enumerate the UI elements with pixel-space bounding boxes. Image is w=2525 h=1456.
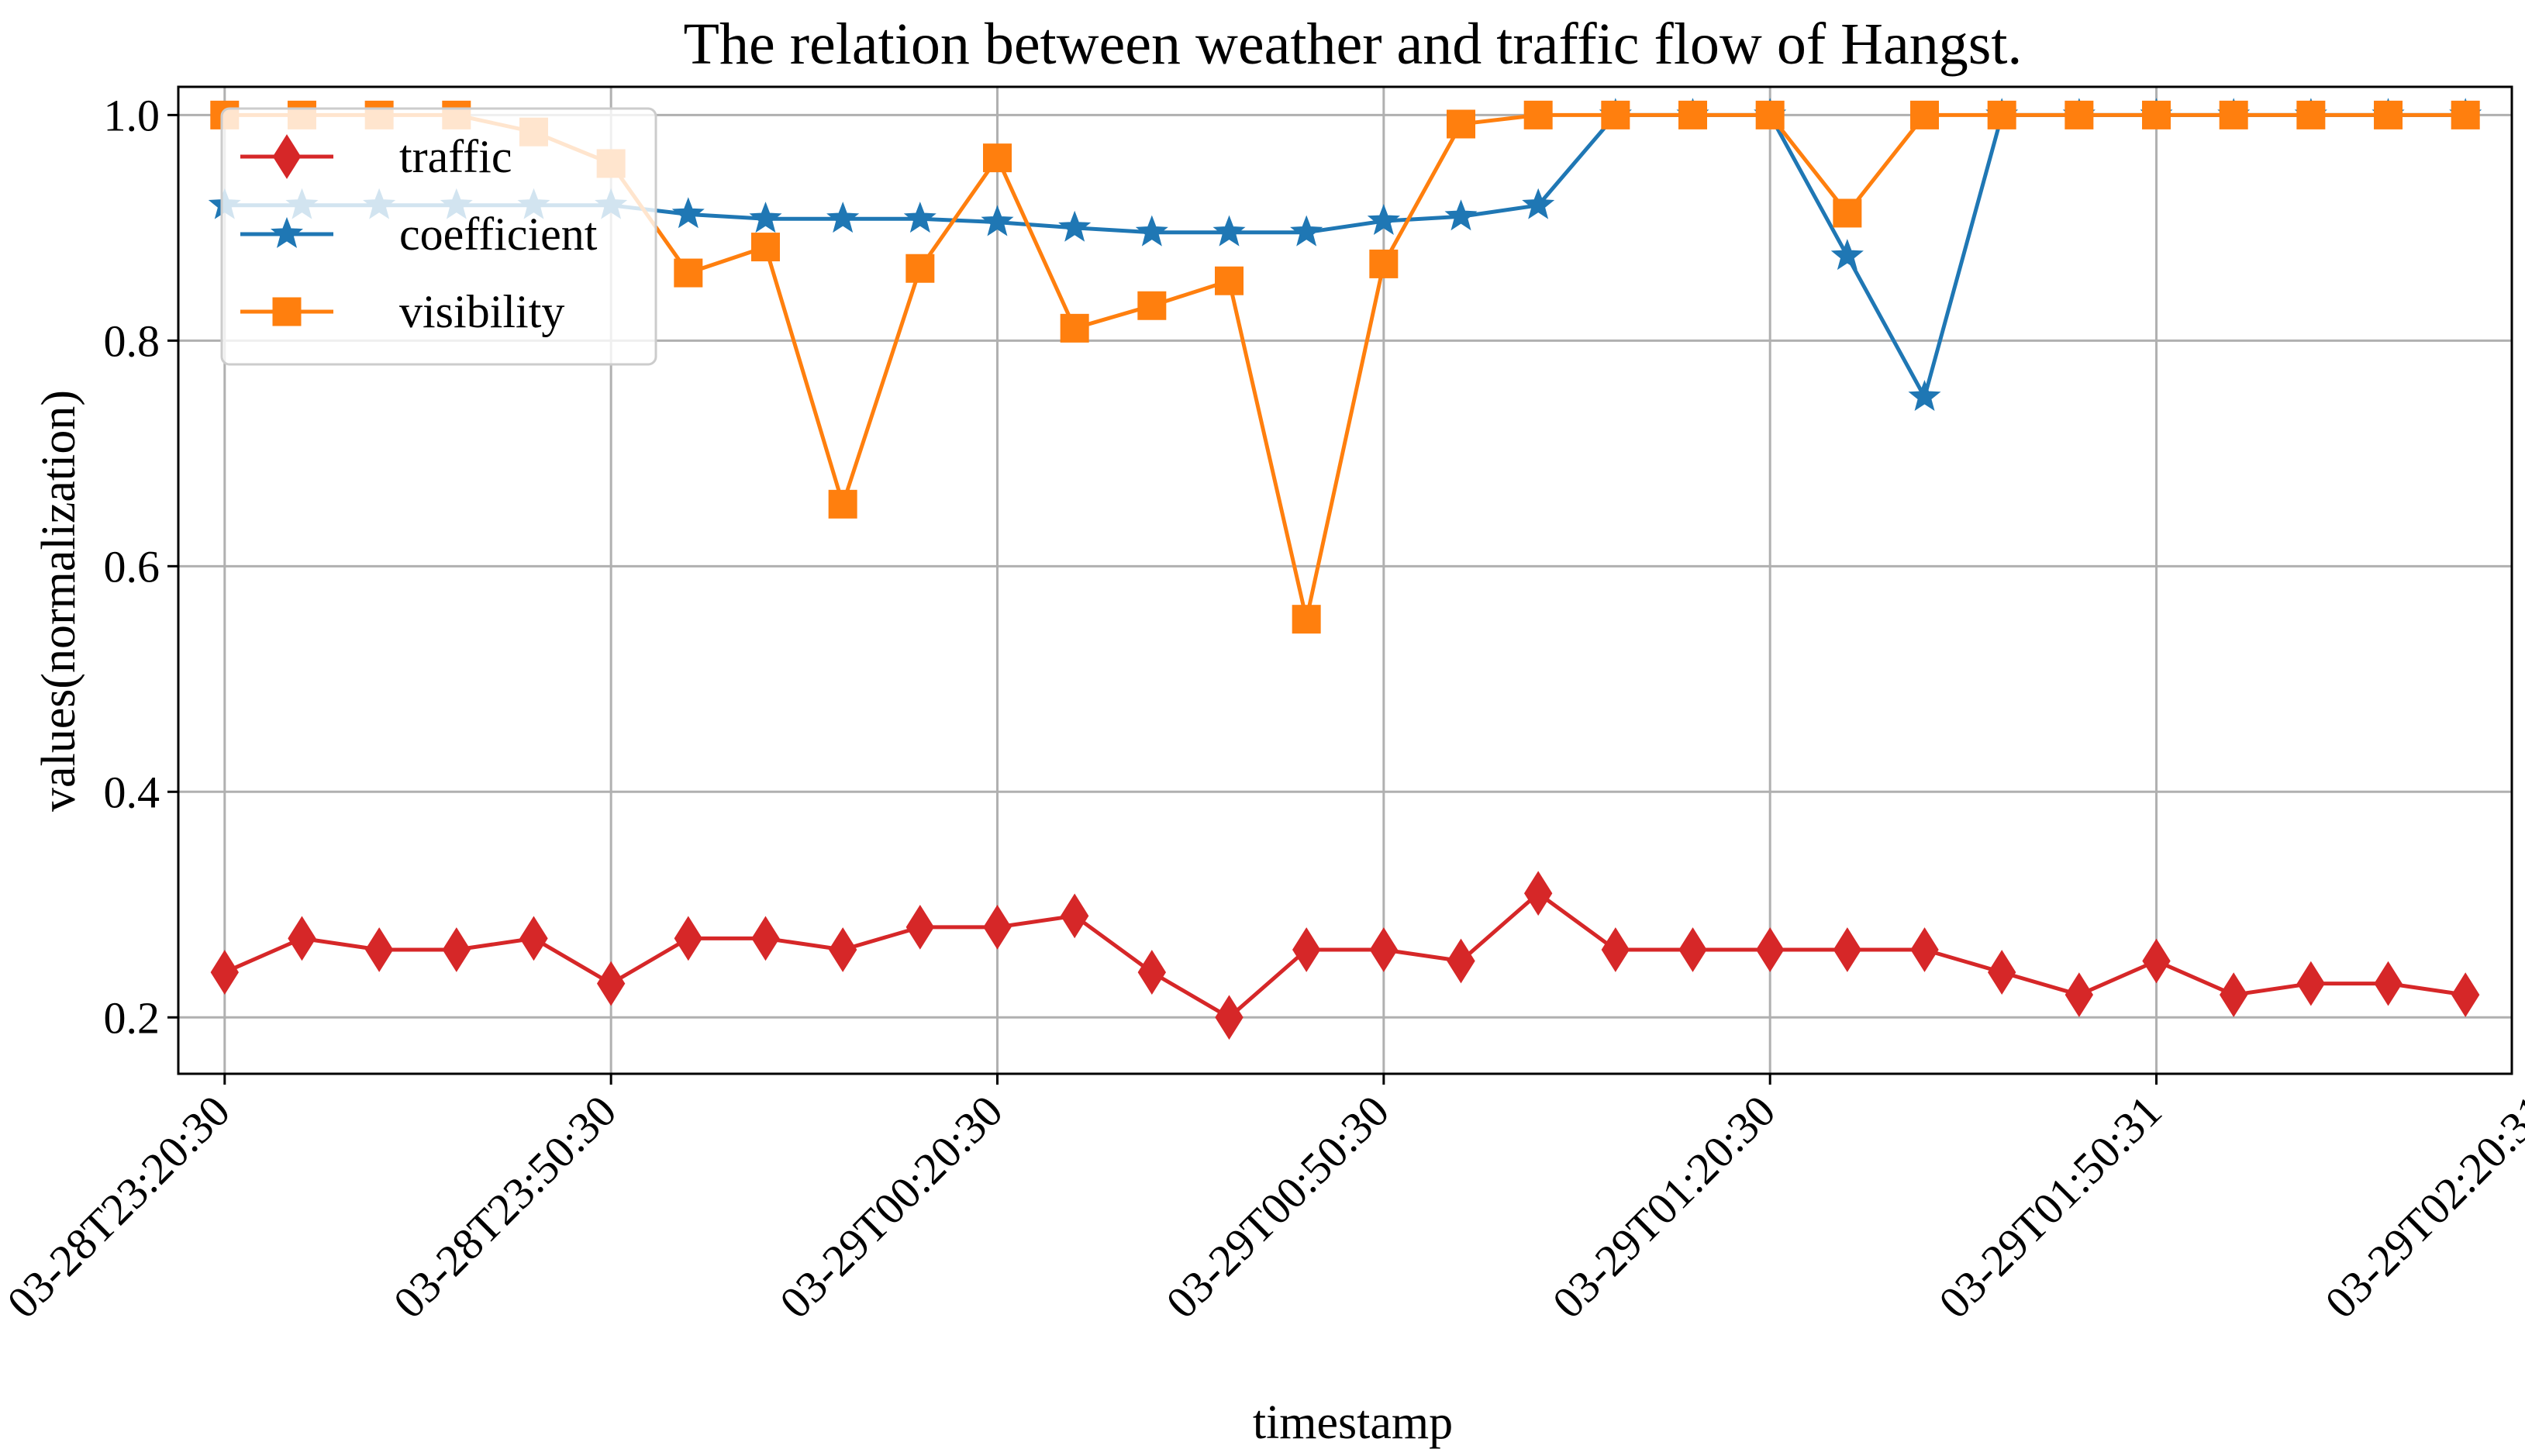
x-tick-label: 03-29T01:20:30 [1543, 1085, 1785, 1328]
point-traffic [1137, 950, 1167, 995]
legend-marker-traffic [272, 134, 302, 179]
point-traffic [1523, 871, 1553, 916]
point-coefficient [1290, 215, 1323, 247]
point-visibility [1369, 249, 1399, 278]
legend-label-traffic: traffic [399, 131, 512, 182]
y-tick-label: 0.6 [104, 541, 160, 592]
plot-frame [177, 85, 2513, 1075]
y-tick-label: 0.2 [104, 992, 160, 1043]
point-visibility [1214, 266, 1244, 295]
x-tick-label: 03-29T00:50:30 [1156, 1085, 1399, 1328]
point-coefficient [1830, 239, 1864, 271]
point-coefficient [1135, 215, 1168, 247]
point-traffic [519, 916, 548, 961]
legend-label-visibility: visibility [399, 286, 564, 337]
point-coefficient [1908, 379, 1941, 412]
point-traffic [828, 927, 857, 972]
point-traffic [2064, 972, 2094, 1018]
legend-marker-visibility [272, 297, 302, 326]
point-traffic [288, 916, 316, 961]
point-traffic [596, 961, 626, 1006]
line-traffic [223, 891, 2466, 1020]
point-traffic [2142, 938, 2171, 984]
series-traffic [210, 871, 2480, 1040]
legend-box [220, 107, 657, 366]
point-visibility [2296, 100, 2326, 129]
point-coefficient [1367, 203, 1400, 236]
point-visibility [1292, 605, 1321, 634]
x-tick-label: 03-29T01:50:31 [1929, 1085, 2171, 1328]
chart-title: The relation between weather and traffic… [684, 12, 2023, 77]
point-visibility [674, 258, 703, 288]
point-traffic [905, 904, 935, 950]
point-visibility [1060, 313, 1089, 343]
point-visibility [1601, 100, 1630, 129]
point-visibility [1678, 100, 1708, 129]
point-traffic [2374, 961, 2403, 1006]
point-traffic [1292, 927, 1321, 972]
x-tick-label: 03-28T23:20:30 [0, 1085, 240, 1328]
point-traffic [210, 950, 239, 995]
legend-marker-coefficient [270, 216, 304, 248]
point-traffic [674, 916, 702, 961]
point-traffic [2451, 972, 2480, 1018]
point-visibility [1910, 100, 1940, 129]
point-coefficient [981, 205, 1014, 236]
point-visibility [1755, 100, 1785, 129]
point-coefficient [1522, 188, 1555, 219]
point-visibility [828, 489, 857, 519]
point-traffic [1060, 893, 1089, 939]
point-coefficient [1058, 210, 1092, 242]
point-visibility [1987, 100, 2016, 129]
point-traffic [1447, 938, 1475, 984]
point-traffic [751, 916, 780, 961]
point-coefficient [1444, 199, 1478, 231]
point-visibility [1833, 198, 1862, 228]
point-visibility [2219, 100, 2248, 129]
point-coefficient [826, 202, 860, 233]
point-traffic [1755, 927, 1785, 972]
point-traffic [442, 927, 471, 972]
point-traffic [983, 904, 1012, 950]
point-visibility [1137, 291, 1167, 320]
point-traffic [1833, 927, 1862, 972]
point-coefficient [903, 202, 937, 233]
point-traffic [1369, 927, 1399, 972]
point-coefficient [749, 202, 782, 233]
point-traffic [1910, 927, 1939, 972]
point-traffic [1215, 995, 1244, 1040]
y-tick-label: 1.0 [104, 90, 160, 140]
point-traffic [364, 927, 394, 972]
point-visibility [750, 233, 780, 262]
point-visibility [2064, 100, 2094, 129]
y-tick-label: 0.8 [104, 316, 160, 366]
point-visibility [1523, 100, 1553, 129]
legend-label-coefficient: coefficient [399, 209, 598, 260]
point-traffic [2296, 961, 2326, 1006]
point-traffic [2220, 972, 2248, 1018]
point-visibility [2142, 100, 2171, 129]
point-coefficient [671, 197, 705, 229]
x-axis-label: timestamp [1253, 1396, 1453, 1449]
point-visibility [982, 143, 1012, 173]
point-traffic [1988, 950, 2016, 995]
point-visibility [905, 254, 935, 283]
point-visibility [1447, 109, 1476, 139]
x-tick-label: 03-29T00:20:30 [770, 1085, 1012, 1328]
point-coefficient [1212, 215, 1246, 247]
y-axis-label: values(normalization) [33, 390, 85, 812]
legend: traffic coefficient visibility [220, 107, 657, 366]
point-visibility [2374, 100, 2403, 129]
point-visibility [2451, 100, 2480, 129]
x-tick-label: 03-29T02:20:31 [2316, 1085, 2525, 1328]
point-traffic [1678, 927, 1707, 972]
point-traffic [1601, 927, 1630, 972]
y-tick-label: 0.4 [104, 767, 160, 817]
x-tick-label: 03-28T23:50:30 [384, 1085, 626, 1328]
